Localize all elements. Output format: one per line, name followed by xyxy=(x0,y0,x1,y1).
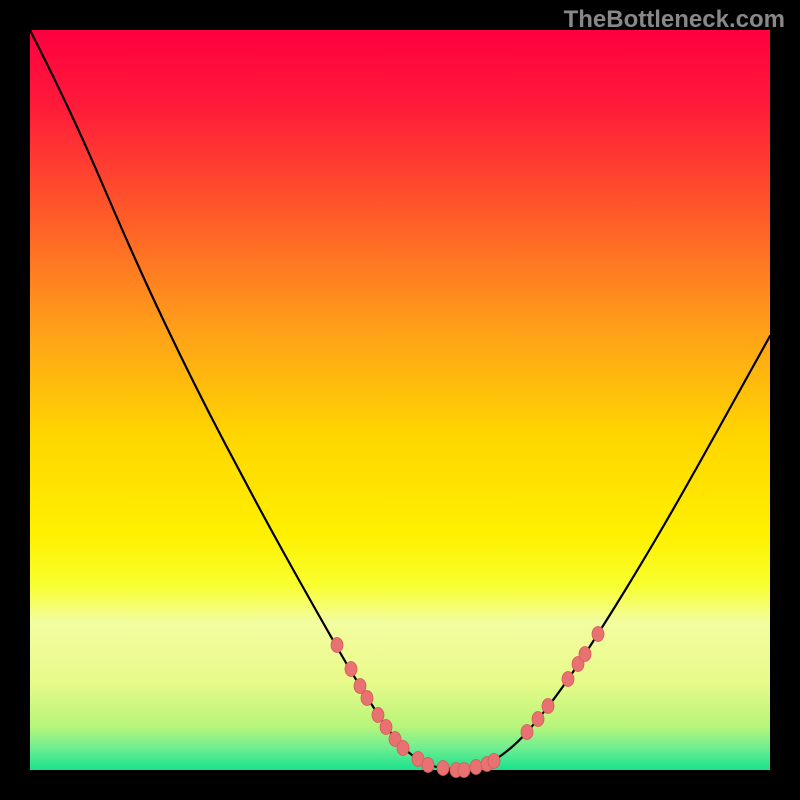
curve-marker xyxy=(488,754,500,769)
marker-group xyxy=(331,627,604,778)
curve-marker xyxy=(345,662,357,677)
chart-container: TheBottleneck.com xyxy=(0,0,800,800)
curve-marker xyxy=(592,627,604,642)
curve-marker xyxy=(422,758,434,773)
curve-marker xyxy=(361,691,373,706)
curve-marker xyxy=(579,647,591,662)
curve-marker xyxy=(562,672,574,687)
v-curve-line xyxy=(30,30,770,769)
curve-marker xyxy=(437,761,449,776)
curve-marker xyxy=(331,638,343,653)
curve-svg xyxy=(30,30,770,770)
curve-marker xyxy=(532,712,544,727)
watermark-label: TheBottleneck.com xyxy=(564,6,785,34)
curve-marker xyxy=(521,725,533,740)
curve-marker xyxy=(542,699,554,714)
curve-marker xyxy=(458,763,470,778)
curve-marker xyxy=(470,760,482,775)
curve-marker xyxy=(380,720,392,735)
plot-area xyxy=(30,30,770,770)
curve-marker xyxy=(397,741,409,756)
curve-marker xyxy=(372,708,384,723)
